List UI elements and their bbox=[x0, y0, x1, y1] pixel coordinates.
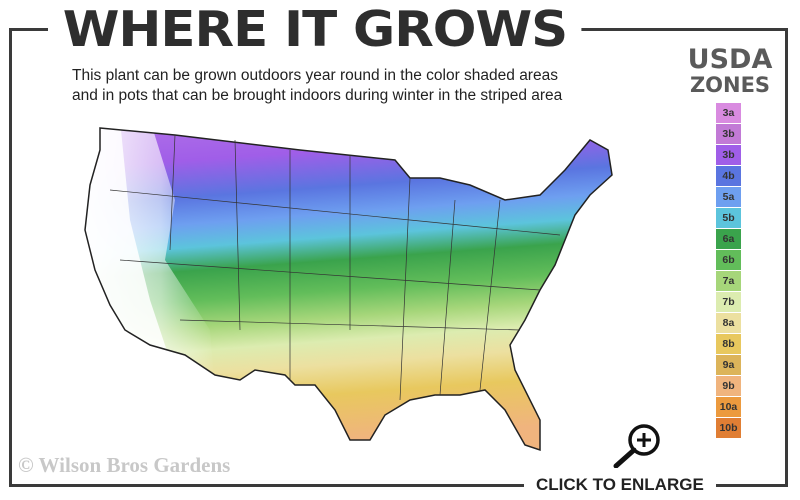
legend-zone-7b: 7b bbox=[716, 292, 741, 312]
legend-zone-4b: 4b bbox=[716, 166, 741, 186]
page-title: WHERE IT GROWS bbox=[48, 2, 582, 58]
legend-zone-5a: 5a bbox=[716, 187, 741, 207]
subtitle-line: This plant can be grown outdoors year ro… bbox=[72, 67, 558, 84]
legend-zone-5b: 5b bbox=[716, 208, 741, 228]
legend-zone-8b: 8b bbox=[716, 334, 741, 354]
copyright: © Wilson Bros Gardens bbox=[18, 453, 231, 477]
legend-zone-6b: 6b bbox=[716, 250, 741, 270]
legend-title-line: USDA bbox=[687, 44, 773, 75]
legend-zone-7a: 7a bbox=[716, 271, 741, 291]
state-borders bbox=[109, 134, 561, 401]
legend-zone-9a: 9a bbox=[716, 355, 741, 375]
legend-title-line: ZONES bbox=[689, 73, 771, 97]
magnifier-plus-icon[interactable] bbox=[606, 420, 666, 468]
subtitle-line: and in pots that can be brought indoors … bbox=[72, 87, 563, 104]
legend-zone-9b: 9b bbox=[716, 376, 741, 396]
legend-zone-8a: 8a bbox=[716, 313, 741, 333]
click-to-enlarge-button[interactable]: CLICK TO ENLARGE bbox=[524, 475, 716, 495]
legend-zone-3a: 3a bbox=[716, 103, 741, 123]
legend-title: USDA ZONES bbox=[680, 44, 780, 97]
legend-zone-3b: 3b bbox=[716, 124, 741, 144]
legend-zone-3b: 3b bbox=[716, 145, 741, 165]
legend-zone-6a: 6a bbox=[716, 229, 741, 249]
legend-zone-10a: 10a bbox=[716, 397, 741, 417]
legend-zone-10b: 10b bbox=[716, 418, 741, 438]
subtitle: This plant can be grown outdoors year ro… bbox=[72, 66, 562, 106]
zone-legend: 3a 3b 3b 4b 5a 5b 6a 6b 7a 7b 8a 8b 9a 9b 10a 10b bbox=[716, 103, 741, 439]
